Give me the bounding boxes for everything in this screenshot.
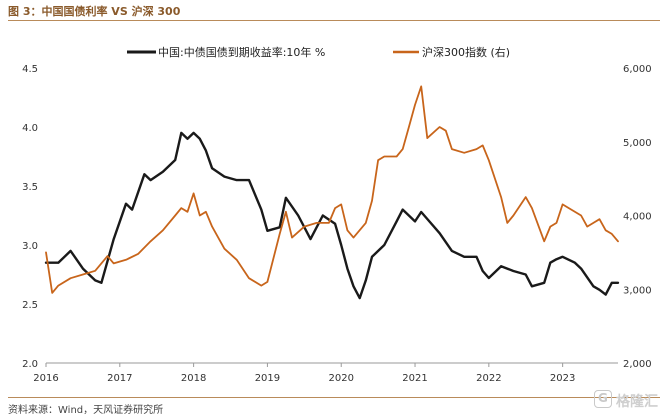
y-left-tick-label: 4.0	[22, 123, 38, 134]
y-right-tick-label: 5,000	[623, 138, 652, 149]
series-line-yield	[44, 131, 620, 300]
title-divider	[8, 20, 660, 21]
x-tick-label: 2018	[181, 373, 206, 384]
x-tick-label: 2017	[107, 373, 132, 384]
chart-axes: 2.0 2.5 3.0 3.5 4.0 4.5 2,000 3,000 4,000 5,000 6,…	[22, 64, 652, 384]
legend-label-csi300: 沪深300指数 (右)	[422, 45, 510, 59]
source-note: 资料来源：Wind，天风证券研究所	[8, 405, 164, 416]
watermark-logo-mark: G	[598, 391, 608, 405]
y-right-tick-label: 2,000	[623, 359, 652, 370]
watermark-logo-box	[594, 390, 612, 408]
y-left-tick-label: 2.5	[22, 300, 38, 311]
y-right-tick-label: 3,000	[623, 285, 652, 296]
watermark-text: 格隆汇	[616, 394, 658, 410]
x-tick-label: 2023	[550, 373, 575, 384]
x-tick-label: 2022	[476, 373, 501, 384]
footer-divider	[8, 397, 660, 398]
x-tick-label: 2016	[33, 373, 58, 384]
chart-legend: 中国:中债国债到期收益率:10年 % 沪深300指数 (右)	[127, 45, 510, 59]
x-tick-label: 2021	[402, 373, 427, 384]
watermark-logo: G 格隆汇	[594, 388, 668, 412]
legend-label-yield: 中国:中债国债到期收益率:10年 %	[158, 45, 325, 59]
y-left-tick-label: 3.0	[22, 241, 38, 252]
y-left-tick-label: 2.0	[22, 359, 38, 370]
line-chart: 2.0 2.5 3.0 3.5 4.0 4.5 2,000 3,000 4,000 5,000 6,…	[22, 45, 652, 384]
x-tick-label: 2020	[328, 373, 353, 384]
figure-title: 图 3：中国国债利率 VS 沪深 300	[8, 5, 181, 18]
series-line-csi300	[45, 85, 619, 294]
y-left-tick-label: 4.5	[22, 64, 38, 75]
y-right-tick-label: 6,000	[623, 64, 652, 75]
y-right-tick-label: 4,000	[623, 212, 652, 223]
series-layer	[44, 85, 620, 300]
x-tick-label: 2019	[255, 373, 280, 384]
y-left-tick-label: 3.5	[22, 182, 38, 193]
